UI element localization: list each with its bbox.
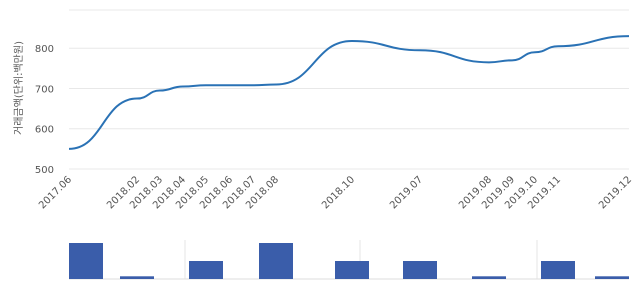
bar	[335, 261, 369, 279]
bar	[259, 243, 293, 279]
x-tick-label: 2019.12	[597, 174, 634, 211]
bar	[189, 261, 223, 279]
bar	[595, 276, 629, 279]
y-tick-label: 600	[35, 125, 54, 136]
x-tick-label: 2018.10	[320, 174, 357, 211]
y-tick-label: 800	[35, 44, 54, 55]
y-tick-label: 700	[35, 84, 54, 95]
bar	[120, 276, 154, 279]
y-tick-label: 500	[35, 165, 54, 176]
x-tick-label: 2019.07	[388, 174, 425, 211]
bar	[69, 243, 103, 279]
bar	[403, 261, 437, 279]
x-tick-label: 2017.06	[37, 174, 74, 211]
y-axis-label: 거래금액(단위:백만원)	[12, 41, 25, 135]
bar	[472, 276, 506, 279]
line	[68, 35, 630, 150]
bar	[541, 261, 575, 279]
